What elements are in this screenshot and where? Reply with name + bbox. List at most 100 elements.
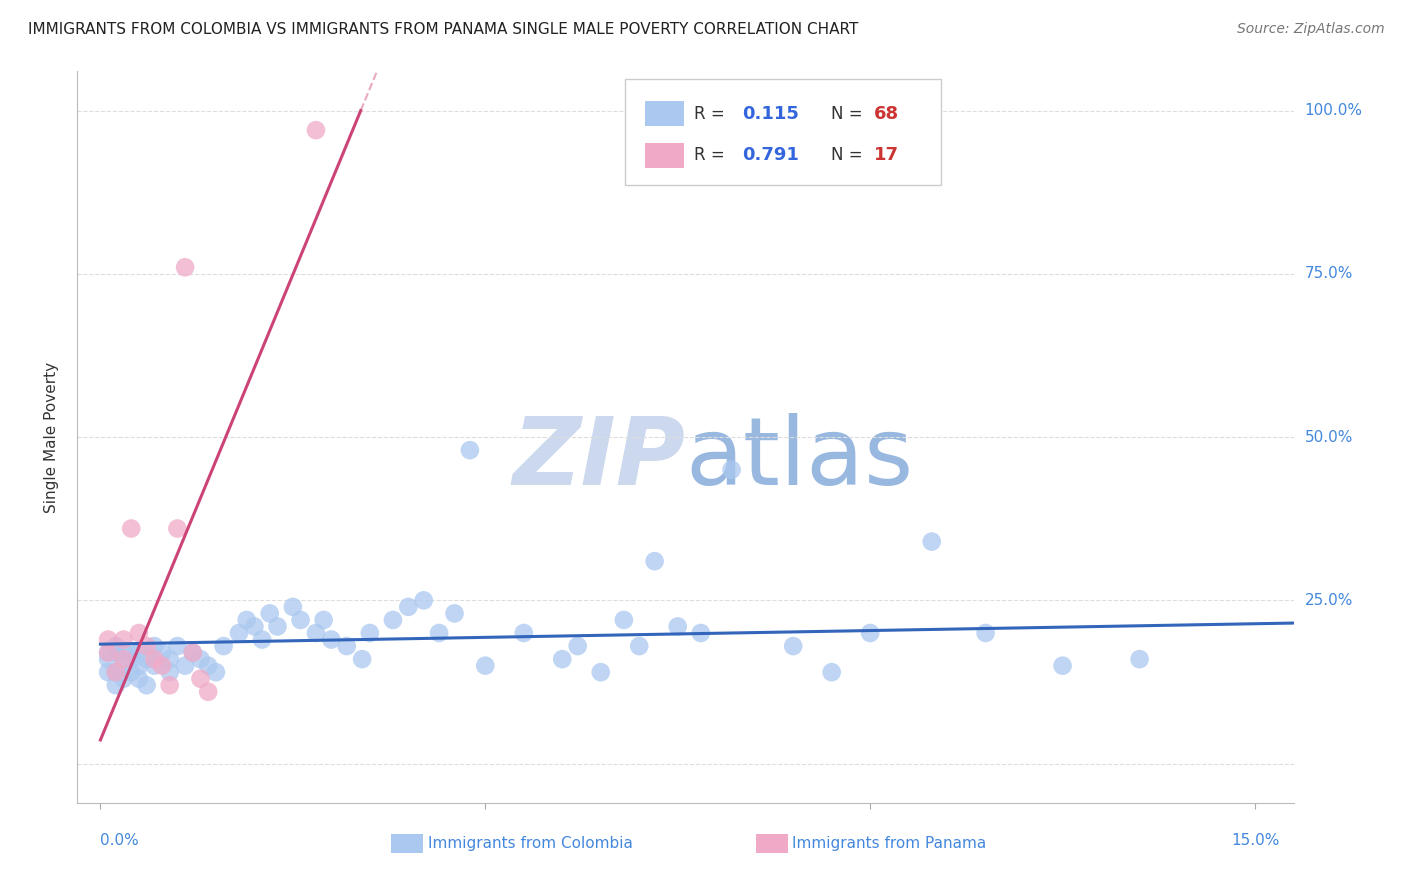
Point xyxy=(128,658,150,673)
Point xyxy=(689,626,711,640)
Point xyxy=(782,639,804,653)
Point xyxy=(312,613,335,627)
Point xyxy=(666,619,689,633)
FancyBboxPatch shape xyxy=(645,102,685,127)
Text: 100.0%: 100.0% xyxy=(1305,103,1362,118)
FancyBboxPatch shape xyxy=(391,834,423,854)
Point xyxy=(135,652,157,666)
Point xyxy=(190,652,212,666)
Text: 15.0%: 15.0% xyxy=(1230,833,1279,848)
Point xyxy=(821,665,844,680)
Point xyxy=(112,658,135,673)
Point xyxy=(859,626,882,640)
Text: 50.0%: 50.0% xyxy=(1305,430,1353,444)
FancyBboxPatch shape xyxy=(756,834,787,854)
Point xyxy=(112,646,135,660)
Point xyxy=(128,646,150,660)
Point xyxy=(974,626,997,640)
Text: N =: N = xyxy=(831,146,869,164)
Point xyxy=(97,665,120,680)
Point xyxy=(197,685,219,699)
Point xyxy=(166,639,188,653)
Text: R =: R = xyxy=(695,146,730,164)
Point xyxy=(628,639,651,653)
Point xyxy=(197,658,219,673)
Point xyxy=(921,534,943,549)
Point xyxy=(427,626,450,640)
Point xyxy=(104,678,127,692)
Point xyxy=(458,443,481,458)
Point xyxy=(143,658,166,673)
Point xyxy=(97,652,120,666)
Point xyxy=(720,463,742,477)
Point xyxy=(305,123,328,137)
Point xyxy=(112,652,135,666)
Text: N =: N = xyxy=(831,104,869,123)
Point xyxy=(396,599,419,614)
Point xyxy=(1052,658,1074,673)
Point xyxy=(412,593,434,607)
Point xyxy=(159,678,181,692)
Point xyxy=(135,639,157,653)
Point xyxy=(104,639,127,653)
Text: Source: ZipAtlas.com: Source: ZipAtlas.com xyxy=(1237,22,1385,37)
Point xyxy=(190,672,212,686)
Point xyxy=(143,652,166,666)
Point xyxy=(1129,652,1152,666)
Text: 0.0%: 0.0% xyxy=(100,833,139,848)
Point xyxy=(128,672,150,686)
Point xyxy=(174,658,197,673)
Point xyxy=(166,521,188,535)
Point xyxy=(120,652,142,666)
Point xyxy=(381,613,404,627)
Point xyxy=(112,632,135,647)
Point xyxy=(181,646,204,660)
Point xyxy=(321,632,343,647)
Point xyxy=(235,613,257,627)
Text: R =: R = xyxy=(695,104,730,123)
Point xyxy=(228,626,250,640)
Point xyxy=(143,639,166,653)
Text: 75.0%: 75.0% xyxy=(1305,267,1353,281)
Point xyxy=(181,646,204,660)
Point xyxy=(613,613,636,627)
Point xyxy=(443,607,465,621)
Text: 25.0%: 25.0% xyxy=(1305,593,1353,607)
Point xyxy=(159,665,181,680)
Point xyxy=(513,626,536,640)
Point xyxy=(352,652,374,666)
Point xyxy=(474,658,496,673)
Point xyxy=(150,658,173,673)
Point xyxy=(112,672,135,686)
Point xyxy=(589,665,612,680)
Point xyxy=(104,665,127,680)
Point xyxy=(243,619,266,633)
Point xyxy=(104,646,127,660)
Point xyxy=(135,678,157,692)
Point xyxy=(336,639,359,653)
Point xyxy=(551,652,574,666)
Point xyxy=(359,626,381,640)
Point xyxy=(290,613,312,627)
Text: 68: 68 xyxy=(875,104,898,123)
Point xyxy=(281,599,304,614)
Point xyxy=(266,619,288,633)
Text: 0.791: 0.791 xyxy=(742,146,800,164)
FancyBboxPatch shape xyxy=(624,78,941,185)
FancyBboxPatch shape xyxy=(645,143,685,168)
Point xyxy=(150,646,173,660)
Point xyxy=(128,626,150,640)
Text: atlas: atlas xyxy=(686,413,914,505)
Point xyxy=(567,639,589,653)
Point xyxy=(250,632,273,647)
Point xyxy=(104,665,127,680)
Point xyxy=(174,260,197,275)
Text: Immigrants from Colombia: Immigrants from Colombia xyxy=(427,836,633,851)
Point xyxy=(120,521,142,535)
Point xyxy=(97,632,120,647)
Text: Immigrants from Panama: Immigrants from Panama xyxy=(793,836,987,851)
Y-axis label: Single Male Poverty: Single Male Poverty xyxy=(44,361,59,513)
Point xyxy=(212,639,235,653)
Text: 17: 17 xyxy=(875,146,898,164)
Point xyxy=(305,626,328,640)
